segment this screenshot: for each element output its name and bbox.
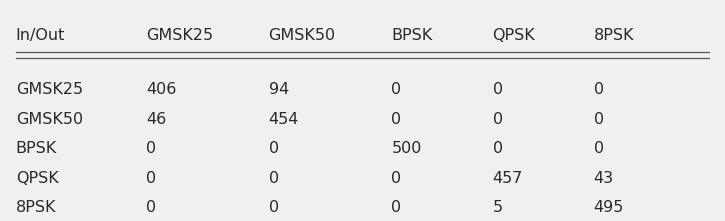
Text: GMSK25: GMSK25 xyxy=(146,28,213,43)
Text: BPSK: BPSK xyxy=(392,28,433,43)
Text: GMSK50: GMSK50 xyxy=(16,112,83,127)
Text: 0: 0 xyxy=(594,112,604,127)
Text: QPSK: QPSK xyxy=(16,171,59,185)
Text: 495: 495 xyxy=(594,200,624,215)
Text: 94: 94 xyxy=(268,82,289,97)
Text: 406: 406 xyxy=(146,82,176,97)
Text: 0: 0 xyxy=(392,171,402,185)
Text: 0: 0 xyxy=(268,141,278,156)
Text: 0: 0 xyxy=(392,200,402,215)
Text: 0: 0 xyxy=(492,82,502,97)
Text: 457: 457 xyxy=(492,171,523,185)
Text: GMSK50: GMSK50 xyxy=(268,28,336,43)
Text: 454: 454 xyxy=(268,112,299,127)
Text: 8PSK: 8PSK xyxy=(16,200,57,215)
Text: GMSK25: GMSK25 xyxy=(16,82,83,97)
Text: 500: 500 xyxy=(392,141,422,156)
Text: 0: 0 xyxy=(268,200,278,215)
Text: 0: 0 xyxy=(492,112,502,127)
Text: 0: 0 xyxy=(146,171,156,185)
Text: 0: 0 xyxy=(146,141,156,156)
Text: 8PSK: 8PSK xyxy=(594,28,634,43)
Text: 0: 0 xyxy=(392,82,402,97)
Text: 0: 0 xyxy=(268,171,278,185)
Text: BPSK: BPSK xyxy=(16,141,57,156)
Text: 0: 0 xyxy=(594,82,604,97)
Text: 0: 0 xyxy=(492,141,502,156)
Text: 0: 0 xyxy=(146,200,156,215)
Text: 46: 46 xyxy=(146,112,166,127)
Text: 0: 0 xyxy=(594,141,604,156)
Text: 0: 0 xyxy=(392,112,402,127)
Text: 43: 43 xyxy=(594,171,614,185)
Text: QPSK: QPSK xyxy=(492,28,535,43)
Text: In/Out: In/Out xyxy=(16,28,65,43)
Text: 5: 5 xyxy=(492,200,502,215)
